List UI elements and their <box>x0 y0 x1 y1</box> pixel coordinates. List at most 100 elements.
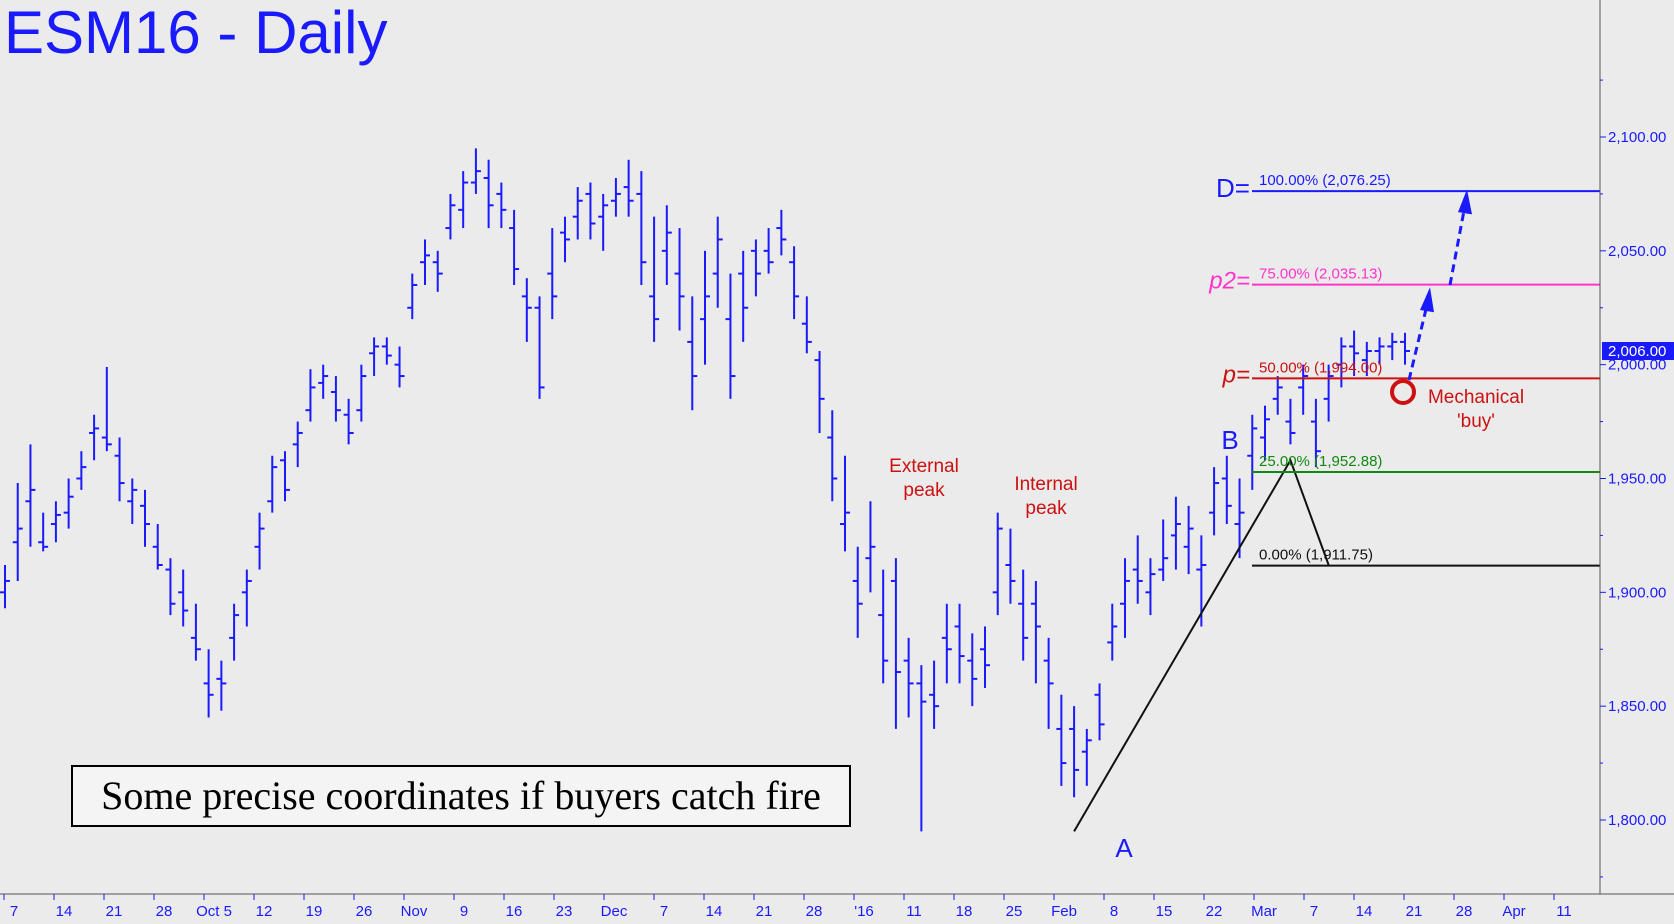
external-peak-label: External peak <box>889 456 959 501</box>
ohlc-bar <box>585 182 596 240</box>
ohlc-bar <box>1094 683 1105 741</box>
ohlc-bar <box>381 337 392 365</box>
ohlc-bar <box>534 296 545 399</box>
ohlc-bar <box>560 216 570 263</box>
ohlc-bar <box>610 177 621 217</box>
ohlc-bar <box>1081 728 1092 786</box>
y-tick-label: 2,100.00 <box>1608 129 1666 146</box>
internal-peak-label-line: peak <box>1025 498 1067 519</box>
annotations: External peak Internal peak A B Mechanical 'buy… <box>889 189 1524 863</box>
ohlc-bar <box>801 296 812 354</box>
ohlc-bar <box>190 603 201 661</box>
ohlc-bar <box>941 603 952 684</box>
external-peak-label-line: peak <box>903 480 945 501</box>
ohlc-bar <box>1132 535 1143 604</box>
ohlc-bar <box>114 437 125 502</box>
abc-swing-line <box>1073 457 1330 832</box>
ohlc-bar <box>1310 398 1321 468</box>
ohlc-bar <box>1387 332 1398 361</box>
caption-box: Some precise coordinates if buyers catch… <box>71 765 851 827</box>
projection-arrowhead-2 <box>1458 189 1472 215</box>
ohlc-bar <box>903 637 914 718</box>
ohlc-bar <box>967 633 978 707</box>
ohlc-bar <box>916 665 927 832</box>
ohlc-bar <box>1260 405 1270 461</box>
x-tick-label: 21 <box>106 903 123 920</box>
ohlc-bar <box>789 246 800 320</box>
ohlc-bar <box>89 414 100 461</box>
ohlc-bar <box>432 250 443 292</box>
ohlc-bar <box>1043 637 1054 729</box>
buy-target-circle <box>1390 378 1416 405</box>
ohlc-bar <box>827 410 838 502</box>
ohlc-bar <box>636 171 647 285</box>
ohlc-bar <box>1183 505 1194 575</box>
level-label-p: 50.00% (1,994.00) <box>1259 359 1382 376</box>
ohlc-bar <box>458 171 469 229</box>
ohlc-bar <box>407 273 418 320</box>
y-tick-label: 1,850.00 <box>1608 698 1666 715</box>
internal-peak-label: Internal peak <box>1014 474 1077 519</box>
ohlc-bar <box>1400 332 1410 365</box>
ohlc-bar <box>1349 330 1360 377</box>
ohlc-bar <box>1247 414 1258 490</box>
x-tick-label: 28 <box>806 903 823 920</box>
x-tick-label: 22 <box>1206 903 1223 920</box>
point-b-label: B <box>1221 425 1238 455</box>
ohlc-bar <box>1361 341 1372 377</box>
x-tick-label: 8 <box>1110 903 1118 920</box>
x-tick-label: Oct 5 <box>196 903 232 920</box>
ohlc-bar <box>1323 364 1334 422</box>
level-prefix-p: p= <box>1222 361 1250 388</box>
x-tick-label: 12 <box>256 903 273 920</box>
level-prefix-p2: p2= <box>1208 268 1250 295</box>
ohlc-bar <box>1209 467 1220 536</box>
ohlc-bar <box>1005 528 1016 604</box>
ohlc-bar <box>776 209 787 256</box>
ohlc-bar <box>101 366 112 452</box>
ohlc-bar <box>1374 337 1385 365</box>
internal-peak-label-line: Internal <box>1014 474 1077 495</box>
x-tick-label: 16 <box>506 903 523 920</box>
ohlc-bar <box>318 364 329 399</box>
ohlc-bar <box>1298 364 1309 415</box>
y-tick-label: 1,950.00 <box>1608 471 1666 488</box>
ohlc-bar <box>483 159 494 229</box>
ohlc-bar <box>547 228 558 320</box>
mechanical-buy-label-line: Mechanical <box>1428 387 1524 408</box>
projection-leg-2 <box>1448 205 1467 286</box>
ohlc-bar <box>750 239 761 297</box>
mechanical-buy-label: Mechanical 'buy' <box>1428 387 1524 432</box>
ohlc-bar <box>496 182 507 229</box>
ohlc-bar <box>1107 603 1118 661</box>
ohlc-bar <box>649 216 660 342</box>
ohlc-bar <box>1272 376 1283 415</box>
ohlc-bar <box>1018 569 1029 661</box>
ohlc-bar <box>38 512 49 552</box>
ohlc-bar <box>852 546 863 638</box>
x-tick-label: 7 <box>10 903 18 920</box>
ohlc-bar <box>712 216 723 308</box>
ohlc-bar <box>1056 694 1067 786</box>
point-a-label: A <box>1115 833 1133 863</box>
ohlc-bar <box>241 569 252 627</box>
ohlc-bar <box>165 558 176 616</box>
x-tick-label: Dec <box>601 903 628 920</box>
projection-leg-1 <box>1407 300 1430 381</box>
ohlc-bar <box>865 501 876 593</box>
ohlc-bar <box>178 569 189 627</box>
x-tick-label: 7 <box>1310 903 1318 920</box>
projection-arrowhead-1 <box>1420 287 1434 313</box>
last-price-label: 2,006.00 <box>1608 343 1666 360</box>
ohlc-bar <box>929 660 940 729</box>
ohlc-bar <box>700 250 710 365</box>
x-tick-label: Apr <box>1502 903 1525 920</box>
ohlc-bar <box>1120 558 1130 638</box>
ohlc-bar <box>292 421 303 468</box>
x-tick-label: 11 <box>906 903 922 920</box>
ohlc-bar <box>1145 558 1156 616</box>
ohlc-bar <box>1158 519 1169 581</box>
ohlc-bar <box>0 565 10 609</box>
ohlc-bar <box>203 649 214 718</box>
x-tick-label: 15 <box>1156 903 1173 920</box>
